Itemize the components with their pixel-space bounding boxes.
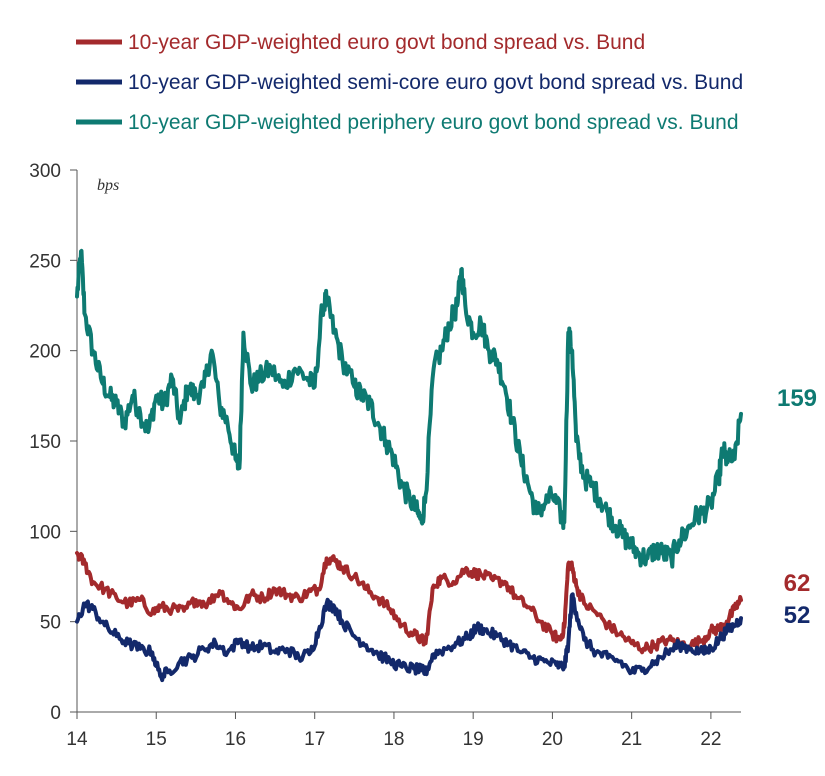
y-tick-label: 50 <box>40 613 61 634</box>
series-line-2 <box>75 248 743 569</box>
y-tick-label: 0 <box>50 703 61 724</box>
y-tick-label: 200 <box>29 342 61 363</box>
series-line-0 <box>75 551 743 655</box>
legend-label-1: 10-year GDP-weighted semi-core euro govt… <box>128 71 743 94</box>
y-axis: 0 50 100 150 200 250 300 <box>29 161 78 724</box>
end-label-1: 52 <box>784 602 811 629</box>
x-tick-label: 22 <box>700 729 721 750</box>
legend-label-2: 10-year GDP-weighted periphery euro govt… <box>128 111 739 134</box>
x-tick-label: 18 <box>383 729 404 750</box>
x-tick-label: 21 <box>621 729 642 750</box>
y-tick-label: 100 <box>29 522 61 543</box>
y-tick-label: 250 <box>29 251 61 272</box>
x-tick-label: 17 <box>304 729 325 750</box>
end-labels: 62 52 159 <box>777 385 817 629</box>
end-label-2: 159 <box>777 385 817 412</box>
y-unit-label: bps <box>97 177 119 194</box>
y-tick-label: 150 <box>29 432 61 453</box>
x-tick-label: 20 <box>542 729 563 750</box>
x-tick-label: 14 <box>66 729 88 750</box>
x-tick-label: 19 <box>463 729 484 750</box>
x-axis: 14 15 16 17 18 19 20 21 22 <box>66 711 741 750</box>
series-line-1 <box>75 592 743 683</box>
y-tick-label: 300 <box>29 161 61 182</box>
end-label-0: 62 <box>784 570 811 597</box>
x-tick-label: 16 <box>225 729 246 750</box>
x-tick-label: 15 <box>146 729 167 750</box>
legend-label-0: 10-year GDP-weighted euro govt bond spre… <box>128 31 645 54</box>
series-layer <box>75 248 743 683</box>
legend: 10-year GDP-weighted euro govt bond spre… <box>76 31 743 134</box>
